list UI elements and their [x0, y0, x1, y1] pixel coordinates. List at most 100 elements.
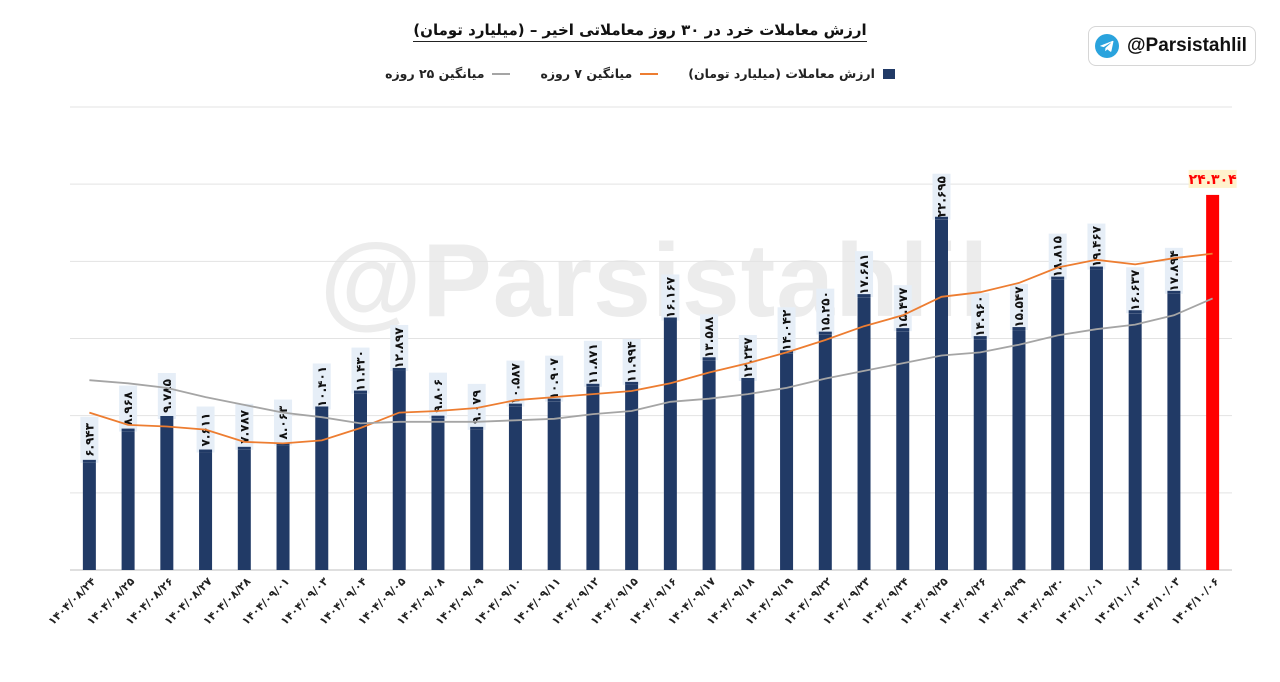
data-label: ۱۷.۶۸۱ — [857, 254, 871, 295]
chart-legend: ارزش معاملات (میلیارد تومان) میانگین ۷ ر… — [0, 66, 1280, 81]
bar-cap — [1089, 266, 1103, 270]
bar-cap — [82, 459, 96, 463]
data-label-bg — [893, 285, 912, 332]
data-label: ۷.۷۸۷ — [237, 409, 251, 444]
channel-handle: @Parsistahlil — [1127, 35, 1247, 56]
data-label-bg — [738, 334, 757, 381]
bar-cap — [160, 415, 174, 419]
data-label: ۱۵.۵۴۷ — [1012, 286, 1026, 328]
telegram-icon — [1095, 34, 1119, 58]
bar-cap — [586, 383, 600, 387]
data-label: ۸.۹۶۸ — [121, 391, 135, 426]
channel-badge[interactable]: @Parsistahlil — [1088, 26, 1256, 66]
bar — [315, 409, 329, 570]
data-label-bg — [506, 360, 525, 407]
bar — [1051, 279, 1065, 570]
bar — [663, 320, 677, 570]
bar — [199, 452, 213, 570]
data-label: ۶.۹۴۳ — [82, 422, 96, 457]
data-label: ۱۴.۰۴۲ — [780, 309, 794, 351]
data-label: ۱۱.۸۷۱ — [586, 343, 600, 384]
bar — [470, 429, 484, 570]
bar — [625, 384, 639, 570]
bar — [237, 449, 251, 570]
data-label-bg — [1048, 233, 1067, 280]
data-label-bg — [235, 403, 254, 450]
data-label: ۲۴.۳۰۴ — [1189, 172, 1237, 188]
bar-cap — [663, 317, 677, 321]
bar-cap — [199, 449, 213, 453]
data-label: ۹.۷۸۵ — [160, 379, 174, 413]
data-label: ۱۷.۸۹۴ — [1167, 250, 1181, 291]
data-label-bg — [545, 355, 564, 402]
data-label: ۸.۰۶۳ — [276, 405, 290, 440]
data-label-bg — [157, 372, 176, 419]
bar — [586, 386, 600, 570]
legend-swatch-ma7 — [640, 72, 659, 75]
data-label: ۱۵.۲۵۰ — [818, 291, 832, 332]
bar-cap — [625, 381, 639, 385]
legend-label-ma7: میانگین ۷ روزه — [540, 66, 633, 81]
bar — [354, 393, 367, 570]
bar — [82, 462, 96, 570]
data-label-bg — [971, 293, 990, 340]
bar-cap — [1167, 290, 1181, 294]
data-label-bg — [622, 338, 641, 385]
data-label-bg — [700, 314, 719, 361]
bar-cap — [973, 336, 987, 340]
data-label: ۱۵.۴۷۷ — [896, 287, 910, 329]
bar-cap — [431, 415, 445, 419]
data-label-bg — [80, 416, 99, 463]
bar-cap — [702, 357, 716, 361]
data-label-bg — [1087, 223, 1106, 270]
chart-title-wrap: ارزش معاملات خرد در ۳۰ روز معاملاتی اخیر… — [0, 20, 1280, 42]
data-label: ۱۱.۹۹۴ — [625, 341, 639, 382]
bar-cap — [392, 367, 406, 371]
bar — [508, 406, 522, 570]
bar-cap — [935, 216, 948, 220]
legend-swatch-ma25 — [492, 72, 511, 75]
data-label-bg — [390, 324, 409, 371]
chart-title: ارزش معاملات خرد در ۳۰ روز معاملاتی اخیر… — [413, 21, 867, 42]
data-label: ۱۸.۸۱۵ — [1051, 236, 1065, 277]
data-label-bg — [351, 347, 370, 394]
bar-cap — [470, 426, 484, 430]
data-label: ۱۰.۴۰۱ — [315, 366, 329, 407]
data-label-bg — [467, 383, 486, 430]
data-label-bg — [777, 307, 796, 354]
data-label: ۱۱.۴۳۰ — [354, 350, 368, 391]
data-label-bg — [428, 372, 447, 419]
bar — [818, 334, 832, 570]
bar-cap — [896, 328, 910, 332]
bar-cap — [818, 331, 832, 335]
data-label: ۱۲.۸۹۷ — [392, 327, 406, 369]
bar-cap — [354, 390, 367, 394]
bar — [1206, 194, 1220, 570]
data-label-bg — [1188, 169, 1237, 188]
bar — [935, 219, 948, 571]
data-label: ۱۳.۵۸۸ — [702, 316, 716, 358]
bar — [121, 431, 135, 570]
data-label: ۱۲.۲۴۷ — [741, 337, 755, 379]
data-label-bg — [583, 340, 602, 387]
bar-cap — [121, 428, 135, 432]
bar-cap — [741, 377, 755, 381]
data-label: ۱۰.۹۰۷ — [547, 357, 561, 399]
bar — [741, 380, 755, 570]
legend-label-ma25: میانگین ۲۵ روزه — [385, 66, 485, 81]
legend-swatch-bar — [882, 68, 895, 79]
legend-label-bar: ارزش معاملات (میلیارد تومان) — [688, 66, 875, 81]
bar-cap — [315, 406, 329, 410]
data-label-bg — [312, 363, 331, 410]
watermark: @Parsistahlil — [320, 223, 990, 339]
data-label: ۱۹.۴۶۷ — [1089, 225, 1103, 267]
data-label-bg — [661, 274, 680, 321]
bar — [392, 370, 406, 570]
bar-cap — [1128, 310, 1142, 314]
bar — [1012, 330, 1026, 570]
data-label-bg — [119, 385, 138, 432]
bar-cap — [547, 398, 561, 402]
bar-cap — [237, 446, 251, 450]
